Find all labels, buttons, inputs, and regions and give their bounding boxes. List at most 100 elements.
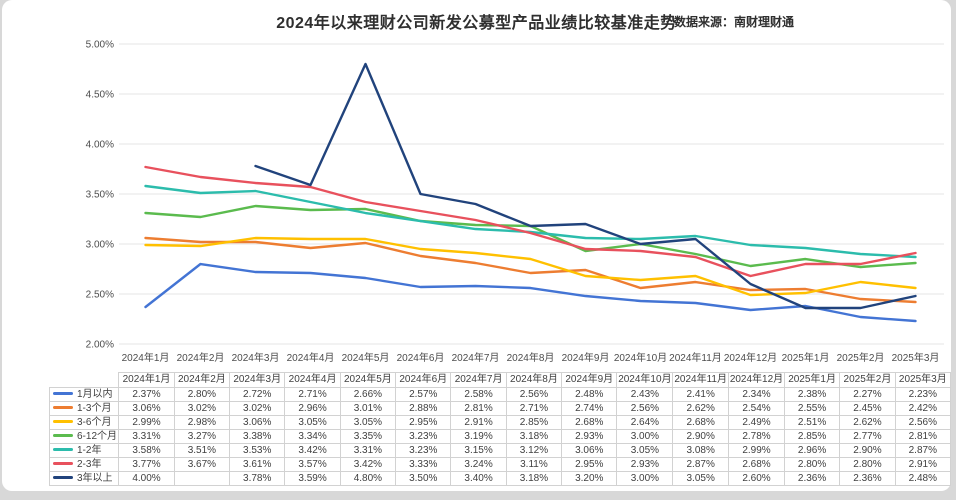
table-value-cell: 2.43% xyxy=(616,387,674,402)
table-value-cell: 2.60% xyxy=(728,471,785,486)
table-header-cell: 2024年7月 xyxy=(450,372,507,388)
series-name-label: 1月以内 xyxy=(77,389,113,400)
table-value-cell: 3.35% xyxy=(339,429,397,444)
table-value-cell: 3.50% xyxy=(395,471,452,486)
table-value-cell: 3.18% xyxy=(505,429,563,444)
table-row: 3-6个月 2.99% 2.98% 3.06% 3.05% 3.05% 2.95% 2.91%… xyxy=(48,415,952,430)
table-value-cell: 2.78% xyxy=(728,429,785,444)
y-tick-label: 4.00% xyxy=(86,140,114,151)
table-header-cell: 2024年5月 xyxy=(339,372,397,388)
chart-card: 2024年以来理财公司新发公募型产品业绩比较基准走势 数据来源：南财理财通 5.… xyxy=(2,0,952,491)
table-value-cell: 3.57% xyxy=(284,457,341,472)
table-value-cell: 3.05% xyxy=(672,471,730,486)
table-value-cell: 3.27% xyxy=(173,429,231,444)
table-row: 1-3个月 3.06% 3.02% 3.02% 2.96% 3.01% 2.88% 2.81%… xyxy=(48,401,952,416)
table-value-cell: 2.68% xyxy=(672,415,730,430)
table-value-cell: 3.02% xyxy=(173,401,231,416)
table-value-cell: 2.81% xyxy=(450,401,507,416)
legend-line-swatch xyxy=(53,433,73,437)
table-value-cell: 3.24% xyxy=(450,457,507,472)
table-value-cell: 3.15% xyxy=(450,443,507,458)
x-tick-label: 2024年9月 xyxy=(562,351,610,364)
legend-cell: 1-3个月 xyxy=(48,401,120,416)
table-value-cell: 2.96% xyxy=(783,443,841,458)
table-value-cell: 2.42% xyxy=(894,401,952,416)
table-value-cell: 3.31% xyxy=(339,443,397,458)
table-header-cell: 2024年6月 xyxy=(395,372,452,388)
table-value-cell: 3.00% xyxy=(616,471,674,486)
table-value-cell: 2.56% xyxy=(616,401,674,416)
table-value-cell: 3.19% xyxy=(450,429,507,444)
table-value-cell: 2.62% xyxy=(839,415,896,430)
series-name-label: 2-3年 xyxy=(77,459,102,470)
table-value-cell: 3.42% xyxy=(339,457,397,472)
table-value-cell: 2.37% xyxy=(118,387,175,402)
table-value-cell: 3.06% xyxy=(118,401,175,416)
table-value-cell: 2.66% xyxy=(339,387,397,402)
table-value-cell: 2.88% xyxy=(395,401,452,416)
table-value-cell: 2.58% xyxy=(450,387,507,402)
table-value-cell: 2.71% xyxy=(505,401,563,416)
table-value-cell: 2.80% xyxy=(783,457,841,472)
table-value-cell: 2.36% xyxy=(783,471,841,486)
table-header-cell: 2024年1月 xyxy=(118,372,175,388)
table-value-cell: 3.08% xyxy=(672,443,730,458)
series-name-label: 3-6个月 xyxy=(77,417,112,428)
table-value-cell: 2.77% xyxy=(839,429,896,444)
table-value-cell: 3.34% xyxy=(284,429,341,444)
x-tick-label: 2024年2月 xyxy=(177,351,225,364)
y-tick-label: 2.50% xyxy=(86,290,114,301)
table-header-cell: 2024年10月 xyxy=(616,372,674,388)
series-line-2-3年 xyxy=(144,165,917,278)
table-value-cell: 3.53% xyxy=(229,443,286,458)
table-value-cell: 2.96% xyxy=(284,401,341,416)
table-value-cell: 3.05% xyxy=(616,443,674,458)
table-value-cell: 3.40% xyxy=(450,471,507,486)
table-value-cell: 3.18% xyxy=(505,471,563,486)
data-table: 2024年1月 2024年2月 2024年3月 2024年4月 2024年5月 2024年… xyxy=(48,372,952,486)
table-row: 3年以上 4.00% 3.78% 3.59% 4.80% 3.50% 3.40% 3.18% 3… xyxy=(48,471,952,486)
series-name-label: 1-2年 xyxy=(77,445,102,456)
table-value-cell: 3.05% xyxy=(339,415,397,430)
legend-cell: 3-6个月 xyxy=(48,415,120,430)
table-value-cell: 2.62% xyxy=(672,401,730,416)
legend-line-swatch xyxy=(53,447,73,451)
table-value-cell: 2.87% xyxy=(672,457,730,472)
table-value-cell: 2.93% xyxy=(561,429,618,444)
table-value-cell: 3.78% xyxy=(229,471,286,486)
table-value-cell: 2.54% xyxy=(728,401,785,416)
table-value-cell: 2.74% xyxy=(561,401,618,416)
table-value-cell: 3.33% xyxy=(395,457,452,472)
table-header-cell: 2025年1月 xyxy=(783,372,841,388)
y-tick-label: 4.50% xyxy=(86,90,114,101)
table-header-cell: 2024年12月 xyxy=(728,372,785,388)
table-value-cell: 2.85% xyxy=(505,415,563,430)
legend-cell: 1-2年 xyxy=(48,443,120,458)
legend-line-swatch xyxy=(53,475,73,479)
table-value-cell: 4.00% xyxy=(118,471,175,486)
series-line-1-2年 xyxy=(144,184,917,259)
y-tick-label: 3.50% xyxy=(86,190,114,201)
x-tick-label: 2025年1月 xyxy=(782,351,830,364)
table-value-cell: 2.57% xyxy=(395,387,452,402)
table-value-cell: 2.80% xyxy=(173,387,231,402)
table-value-cell: 3.67% xyxy=(173,457,231,472)
table-value-cell: 3.59% xyxy=(284,471,341,486)
table-value-cell: 2.93% xyxy=(616,457,674,472)
table-value-cell: 3.02% xyxy=(229,401,286,416)
table-value-cell: 2.91% xyxy=(894,457,952,472)
table-value-cell: 2.64% xyxy=(616,415,674,430)
table-value-cell: 2.68% xyxy=(561,415,618,430)
x-tick-label: 2025年3月 xyxy=(892,351,940,364)
x-tick-label: 2025年2月 xyxy=(837,351,885,364)
x-tick-label: 2024年4月 xyxy=(287,351,335,364)
table-value-cell: 3.00% xyxy=(616,429,674,444)
table-value-cell: 2.99% xyxy=(118,415,175,430)
table-value-cell: 2.95% xyxy=(561,457,618,472)
legend-cell: 1月以内 xyxy=(48,387,120,402)
table-value-cell: 3.11% xyxy=(505,457,563,472)
table-value-cell xyxy=(173,471,231,486)
series-line-1月以内 xyxy=(144,262,917,323)
table-value-cell: 2.36% xyxy=(839,471,896,486)
table-header-cell: 2025年3月 xyxy=(894,372,952,388)
